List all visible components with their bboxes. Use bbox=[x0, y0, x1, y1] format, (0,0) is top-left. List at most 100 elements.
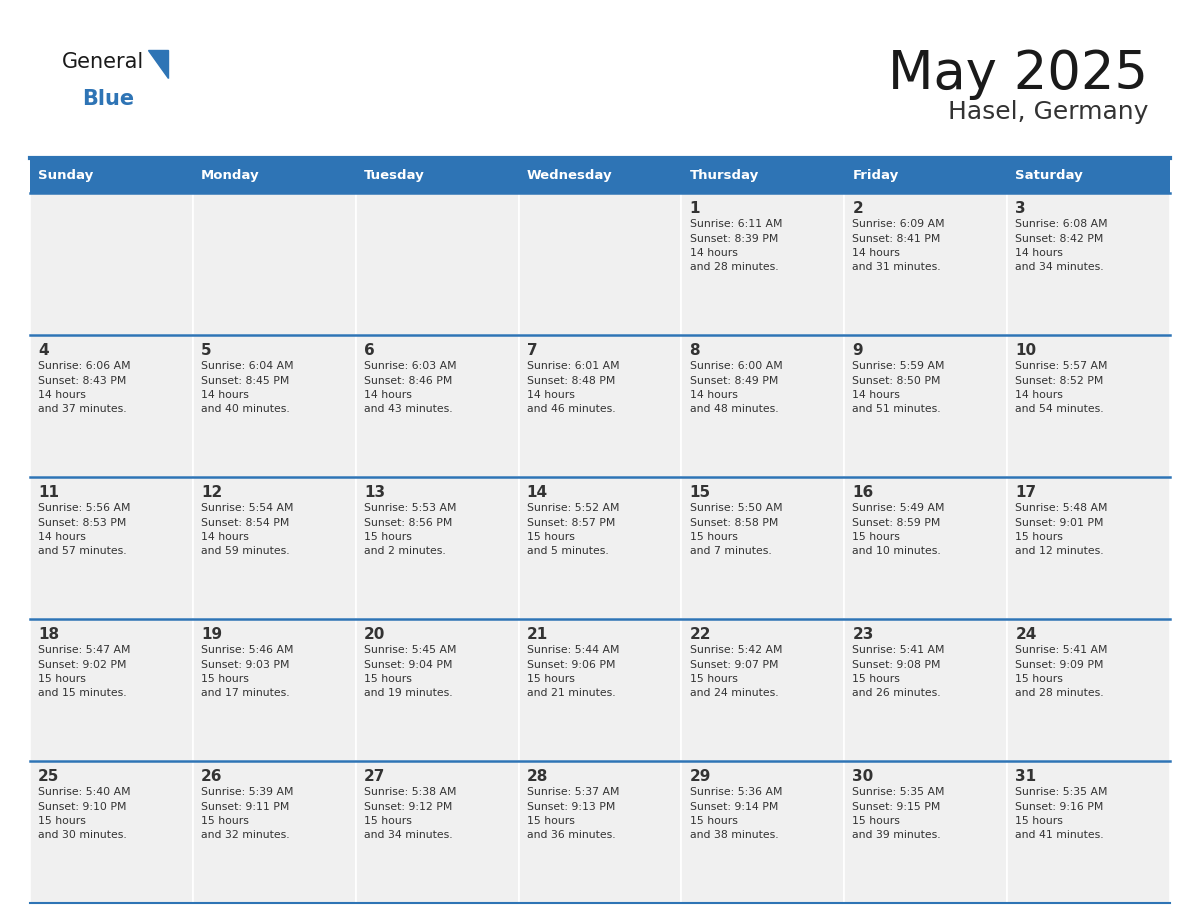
Text: 14 hours: 14 hours bbox=[38, 532, 86, 542]
Text: and 24 minutes.: and 24 minutes. bbox=[689, 688, 778, 699]
Text: 14 hours: 14 hours bbox=[689, 390, 738, 400]
Text: Sunset: 9:03 PM: Sunset: 9:03 PM bbox=[201, 659, 290, 669]
Text: Sunrise: 5:39 AM: Sunrise: 5:39 AM bbox=[201, 787, 293, 797]
Text: 13: 13 bbox=[364, 485, 385, 500]
Text: Sunset: 9:01 PM: Sunset: 9:01 PM bbox=[1016, 518, 1104, 528]
Text: Sunrise: 6:06 AM: Sunrise: 6:06 AM bbox=[38, 361, 131, 371]
Polygon shape bbox=[148, 50, 168, 78]
Text: 14 hours: 14 hours bbox=[201, 390, 248, 400]
Bar bbox=[519, 619, 682, 761]
Text: 8: 8 bbox=[689, 343, 700, 358]
Text: 1: 1 bbox=[689, 201, 700, 216]
Text: Sunrise: 5:53 AM: Sunrise: 5:53 AM bbox=[364, 503, 456, 513]
Text: Sunrise: 5:47 AM: Sunrise: 5:47 AM bbox=[38, 645, 131, 655]
Bar bbox=[192, 477, 355, 619]
Text: 18: 18 bbox=[38, 627, 59, 642]
Text: Sunset: 9:10 PM: Sunset: 9:10 PM bbox=[38, 801, 127, 812]
Text: 14 hours: 14 hours bbox=[364, 390, 412, 400]
Bar bbox=[355, 619, 519, 761]
Bar bbox=[355, 761, 519, 903]
Text: Thursday: Thursday bbox=[689, 169, 759, 182]
Bar bbox=[1007, 158, 1170, 193]
Text: and 28 minutes.: and 28 minutes. bbox=[1016, 688, 1104, 699]
Text: Sunset: 8:59 PM: Sunset: 8:59 PM bbox=[853, 518, 941, 528]
Text: 15 hours: 15 hours bbox=[526, 816, 575, 826]
Text: Sunset: 8:58 PM: Sunset: 8:58 PM bbox=[689, 518, 778, 528]
Bar bbox=[682, 158, 845, 193]
Text: Sunrise: 6:00 AM: Sunrise: 6:00 AM bbox=[689, 361, 783, 371]
Text: Sunrise: 5:41 AM: Sunrise: 5:41 AM bbox=[1016, 645, 1107, 655]
Text: Sunset: 9:16 PM: Sunset: 9:16 PM bbox=[1016, 801, 1104, 812]
Text: 21: 21 bbox=[526, 627, 548, 642]
Text: and 17 minutes.: and 17 minutes. bbox=[201, 688, 290, 699]
Bar bbox=[192, 619, 355, 761]
Text: 14 hours: 14 hours bbox=[689, 248, 738, 258]
Text: and 34 minutes.: and 34 minutes. bbox=[1016, 263, 1104, 273]
Text: and 57 minutes.: and 57 minutes. bbox=[38, 546, 127, 556]
Text: 14 hours: 14 hours bbox=[1016, 248, 1063, 258]
Text: Friday: Friday bbox=[853, 169, 898, 182]
Text: Sunrise: 5:37 AM: Sunrise: 5:37 AM bbox=[526, 787, 619, 797]
Text: Sunrise: 5:35 AM: Sunrise: 5:35 AM bbox=[853, 787, 944, 797]
Text: 15 hours: 15 hours bbox=[853, 674, 901, 684]
Bar bbox=[1007, 619, 1170, 761]
Text: 15 hours: 15 hours bbox=[689, 532, 738, 542]
Bar bbox=[355, 158, 519, 193]
Text: 15 hours: 15 hours bbox=[1016, 816, 1063, 826]
Bar bbox=[519, 477, 682, 619]
Text: and 19 minutes.: and 19 minutes. bbox=[364, 688, 453, 699]
Text: 14 hours: 14 hours bbox=[201, 532, 248, 542]
Bar bbox=[355, 193, 519, 335]
Text: 7: 7 bbox=[526, 343, 537, 358]
Text: Sunrise: 6:09 AM: Sunrise: 6:09 AM bbox=[853, 219, 944, 229]
Text: May 2025: May 2025 bbox=[887, 48, 1148, 100]
Text: 4: 4 bbox=[38, 343, 49, 358]
Text: 14 hours: 14 hours bbox=[38, 390, 86, 400]
Text: Sunrise: 5:52 AM: Sunrise: 5:52 AM bbox=[526, 503, 619, 513]
Bar bbox=[192, 193, 355, 335]
Text: 24: 24 bbox=[1016, 627, 1037, 642]
Text: 15 hours: 15 hours bbox=[526, 674, 575, 684]
Text: 26: 26 bbox=[201, 769, 222, 784]
Bar bbox=[355, 477, 519, 619]
Text: 19: 19 bbox=[201, 627, 222, 642]
Text: Sunset: 9:04 PM: Sunset: 9:04 PM bbox=[364, 659, 453, 669]
Text: 15 hours: 15 hours bbox=[364, 674, 412, 684]
Bar bbox=[1007, 193, 1170, 335]
Text: and 32 minutes.: and 32 minutes. bbox=[201, 831, 290, 841]
Text: and 26 minutes.: and 26 minutes. bbox=[853, 688, 941, 699]
Text: 17: 17 bbox=[1016, 485, 1036, 500]
Bar bbox=[30, 761, 192, 903]
Text: 15: 15 bbox=[689, 485, 710, 500]
Text: 29: 29 bbox=[689, 769, 710, 784]
Text: Sunset: 9:11 PM: Sunset: 9:11 PM bbox=[201, 801, 290, 812]
Text: and 36 minutes.: and 36 minutes. bbox=[526, 831, 615, 841]
Text: and 39 minutes.: and 39 minutes. bbox=[853, 831, 941, 841]
Text: and 48 minutes.: and 48 minutes. bbox=[689, 405, 778, 415]
Text: Sunset: 8:39 PM: Sunset: 8:39 PM bbox=[689, 233, 778, 243]
Text: Sunset: 9:12 PM: Sunset: 9:12 PM bbox=[364, 801, 453, 812]
Text: Sunset: 8:42 PM: Sunset: 8:42 PM bbox=[1016, 233, 1104, 243]
Text: Sunrise: 6:11 AM: Sunrise: 6:11 AM bbox=[689, 219, 782, 229]
Text: 15 hours: 15 hours bbox=[689, 816, 738, 826]
Text: 6: 6 bbox=[364, 343, 374, 358]
Text: 15 hours: 15 hours bbox=[689, 674, 738, 684]
Bar bbox=[682, 761, 845, 903]
Text: and 43 minutes.: and 43 minutes. bbox=[364, 405, 453, 415]
Text: Sunset: 8:49 PM: Sunset: 8:49 PM bbox=[689, 375, 778, 386]
Text: Sunset: 8:52 PM: Sunset: 8:52 PM bbox=[1016, 375, 1104, 386]
Text: General: General bbox=[62, 52, 144, 72]
Text: Sunrise: 5:42 AM: Sunrise: 5:42 AM bbox=[689, 645, 782, 655]
Text: and 46 minutes.: and 46 minutes. bbox=[526, 405, 615, 415]
Text: Sunrise: 5:59 AM: Sunrise: 5:59 AM bbox=[853, 361, 944, 371]
Text: Sunrise: 5:40 AM: Sunrise: 5:40 AM bbox=[38, 787, 131, 797]
Bar bbox=[682, 477, 845, 619]
Text: 22: 22 bbox=[689, 627, 712, 642]
Text: Sunset: 8:57 PM: Sunset: 8:57 PM bbox=[526, 518, 615, 528]
Text: 28: 28 bbox=[526, 769, 548, 784]
Text: Sunrise: 5:41 AM: Sunrise: 5:41 AM bbox=[853, 645, 944, 655]
Text: and 10 minutes.: and 10 minutes. bbox=[853, 546, 941, 556]
Text: 15 hours: 15 hours bbox=[364, 816, 412, 826]
Text: and 51 minutes.: and 51 minutes. bbox=[853, 405, 941, 415]
Text: 15 hours: 15 hours bbox=[1016, 532, 1063, 542]
